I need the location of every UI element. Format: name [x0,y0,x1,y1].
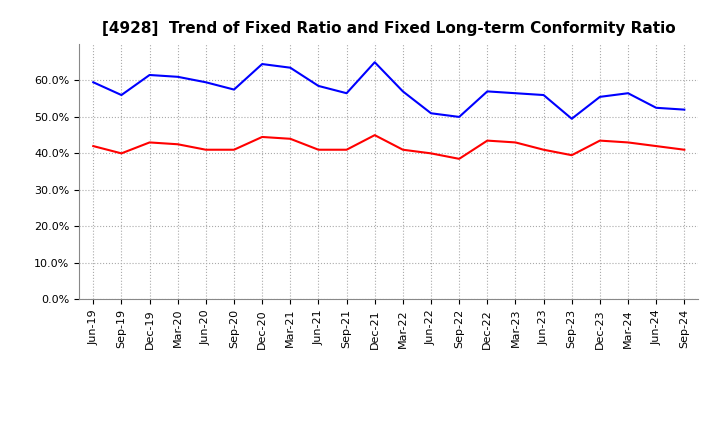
Fixed Long-term Conformity Ratio [652,143,660,149]
Fixed Ratio [511,91,520,96]
Title: [4928]  Trend of Fixed Ratio and Fixed Long-term Conformity Ratio: [4928] Trend of Fixed Ratio and Fixed Lo… [102,21,675,36]
Fixed Ratio [652,105,660,110]
Fixed Long-term Conformity Ratio [89,143,98,149]
Fixed Ratio [399,89,408,94]
Fixed Long-term Conformity Ratio [258,134,266,139]
Fixed Long-term Conformity Ratio [483,138,492,143]
Fixed Ratio [567,116,576,121]
Fixed Long-term Conformity Ratio [230,147,238,152]
Fixed Ratio [117,92,126,98]
Fixed Long-term Conformity Ratio [455,156,464,161]
Fixed Long-term Conformity Ratio [117,151,126,156]
Fixed Ratio [624,91,632,96]
Fixed Ratio [230,87,238,92]
Fixed Ratio [370,59,379,65]
Fixed Long-term Conformity Ratio [680,147,688,152]
Fixed Long-term Conformity Ratio [427,151,436,156]
Fixed Long-term Conformity Ratio [174,142,182,147]
Fixed Ratio [145,72,154,77]
Fixed Ratio [455,114,464,120]
Fixed Ratio [483,89,492,94]
Fixed Ratio [89,80,98,85]
Line: Fixed Long-term Conformity Ratio: Fixed Long-term Conformity Ratio [94,135,684,159]
Fixed Long-term Conformity Ratio [286,136,294,141]
Fixed Long-term Conformity Ratio [539,147,548,152]
Fixed Long-term Conformity Ratio [624,140,632,145]
Fixed Long-term Conformity Ratio [399,147,408,152]
Fixed Ratio [174,74,182,80]
Fixed Long-term Conformity Ratio [145,140,154,145]
Fixed Ratio [427,110,436,116]
Fixed Ratio [202,80,210,85]
Fixed Long-term Conformity Ratio [314,147,323,152]
Fixed Ratio [314,83,323,88]
Fixed Long-term Conformity Ratio [567,153,576,158]
Fixed Ratio [342,91,351,96]
Fixed Ratio [680,107,688,112]
Fixed Long-term Conformity Ratio [511,140,520,145]
Fixed Ratio [258,62,266,67]
Fixed Long-term Conformity Ratio [370,132,379,138]
Fixed Ratio [595,94,604,99]
Fixed Ratio [539,92,548,98]
Fixed Ratio [286,65,294,70]
Line: Fixed Ratio: Fixed Ratio [94,62,684,119]
Fixed Long-term Conformity Ratio [202,147,210,152]
Fixed Long-term Conformity Ratio [595,138,604,143]
Fixed Long-term Conformity Ratio [342,147,351,152]
